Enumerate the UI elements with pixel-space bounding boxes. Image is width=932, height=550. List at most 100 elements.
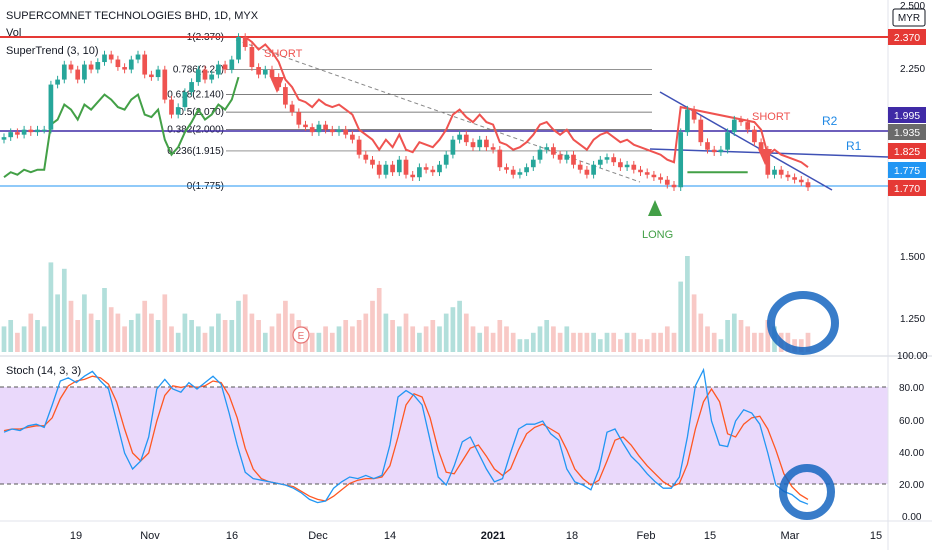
candle-body: [477, 139, 483, 148]
candle-body: [15, 132, 20, 135]
volume-bar: [571, 332, 576, 352]
supertrend-legend[interactable]: SuperTrend (3, 10): [6, 45, 99, 57]
candle-body: [88, 64, 94, 70]
short-label-2[interactable]: SHORT: [752, 111, 791, 123]
candle-body: [691, 109, 697, 120]
time-tick-nov: Nov: [140, 530, 160, 542]
time-tick-15: 15: [704, 530, 716, 542]
candle-body: [189, 82, 194, 93]
volume-bar: [463, 313, 469, 352]
volume-bar: [169, 326, 174, 352]
volume-bar: [403, 313, 409, 352]
candle-body: [195, 69, 201, 83]
candle-body: [731, 119, 737, 133]
candle-body: [343, 129, 349, 135]
volume-bar: [350, 326, 355, 352]
volume-bar: [108, 307, 114, 352]
volume-bar: [229, 320, 235, 352]
volume-bar: [376, 288, 382, 352]
currency-badge[interactable]: [892, 8, 926, 27]
candle-body: [296, 112, 302, 125]
highlight-circle-volume[interactable]: [767, 291, 839, 355]
candle-body: [403, 159, 409, 175]
candle-body: [115, 59, 121, 68]
candle-body: [417, 167, 422, 178]
candle-body: [102, 54, 107, 63]
time-tick-feb: Feb: [637, 530, 656, 542]
price-badge-1825: 1.825: [894, 146, 920, 158]
candle-body: [1, 137, 7, 140]
candle-body: [644, 172, 650, 175]
candle-body: [443, 154, 449, 165]
volume-bar: [276, 313, 282, 352]
volume-bar: [216, 313, 221, 352]
stoch-k-line: [3, 367, 809, 505]
volume-bar: [544, 320, 550, 352]
candle-body: [430, 169, 436, 173]
candle-body: [283, 87, 288, 105]
stoch-legend[interactable]: Stoch (14, 3, 3): [6, 365, 82, 377]
volume-bar: [135, 313, 141, 352]
volume-bar: [805, 332, 811, 352]
volume-bar: [115, 313, 121, 352]
volume-bar: [731, 313, 737, 352]
price-axis[interactable]: 2.500 2.250 1.500 1.250: [900, 1, 925, 325]
candle-body: [108, 54, 114, 60]
candle-body: [396, 159, 402, 173]
time-axis[interactable]: 19 Nov 16 Dec 14 2021 18 Feb 15 Mar 15: [70, 530, 882, 542]
volume-bar: [691, 294, 697, 352]
volume-bar: [289, 313, 295, 352]
candle-body: [557, 154, 563, 160]
volume-bar: [725, 320, 730, 352]
volume-bar: [604, 332, 610, 352]
candle-body: [664, 179, 670, 185]
candle-body: [128, 59, 134, 70]
candle-body: [356, 139, 362, 155]
volume-bar: [189, 320, 194, 352]
vol-legend[interactable]: Vol: [6, 27, 22, 39]
candle-body: [571, 154, 576, 165]
candle-body: [142, 54, 148, 75]
volume-bar: [611, 332, 617, 352]
candle-body: [336, 129, 342, 133]
long-arrow[interactable]: [648, 200, 662, 216]
stoch-tick-0: 0.00: [902, 512, 922, 523]
r2-label[interactable]: R2: [822, 114, 838, 128]
symbol-title[interactable]: SUPERCOMNET TECHNOLOGIES BHD, 1D, MYX: [6, 10, 259, 22]
stoch-axis[interactable]: 100.00 80.00 60.00 40.00 20.00 0.00: [897, 351, 928, 523]
time-tick-18: 18: [566, 530, 578, 542]
stoch-tick-40: 40.00: [899, 448, 924, 459]
candle-body: [323, 124, 328, 130]
volume-bar: [457, 300, 462, 352]
candle-body: [604, 157, 610, 160]
dashed-trend-line[interactable]: [235, 39, 641, 183]
earnings-label[interactable]: E: [298, 331, 305, 342]
volume-bar: [316, 332, 322, 352]
highlight-circle-stoch[interactable]: [779, 464, 835, 520]
volume-bar: [383, 313, 389, 352]
fib-level-label: 0.236(1.915): [167, 146, 224, 157]
volume-bar: [798, 339, 804, 352]
candle-body: [631, 164, 637, 170]
candle-body: [135, 54, 141, 60]
short-arrow-1[interactable]: [270, 77, 284, 93]
volume-bar: [685, 256, 690, 352]
long-label[interactable]: LONG: [642, 229, 673, 241]
volume-bar: [61, 268, 67, 352]
r1-label[interactable]: R1: [846, 139, 862, 153]
volume-bar: [417, 332, 422, 352]
volume-bar: [711, 332, 717, 352]
volume-bar: [128, 320, 134, 352]
volume-bar: [249, 313, 255, 352]
volume-bar: [396, 326, 402, 352]
price-badge-1995-bg: [888, 107, 926, 123]
candle-body: [75, 69, 81, 80]
candlesticks: [1, 33, 811, 192]
price-badges: 2.370 1.995 1.935 1.825 1.775 1.770: [888, 29, 926, 196]
candle-body: [638, 169, 643, 173]
short-arrow-2[interactable]: [758, 149, 772, 165]
earnings-marker[interactable]: [292, 326, 310, 344]
candle-body: [28, 129, 34, 133]
short-label-1[interactable]: SHORT: [264, 48, 303, 60]
candle-body: [463, 134, 469, 143]
